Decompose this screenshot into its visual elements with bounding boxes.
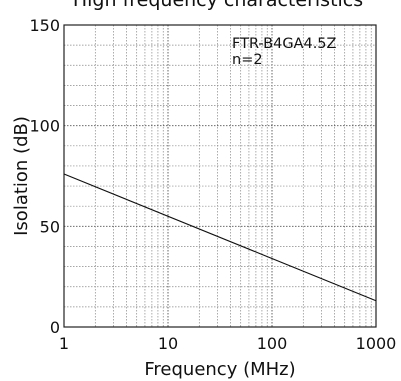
grid	[64, 25, 376, 327]
y-tick-label: 50	[40, 217, 60, 236]
model-annotation: FTR-B4GA4.5Z	[232, 36, 337, 52]
x-tick-label: 1000	[356, 334, 397, 353]
x-tick-label: 1	[59, 334, 69, 353]
series-line	[63, 173, 377, 302]
y-tick-label: 100	[29, 117, 60, 136]
plot-frame	[63, 24, 377, 328]
x-tick-label: 10	[158, 334, 178, 353]
chart-title: High frequency characteristics	[73, 0, 363, 11]
n-annotation: n=2	[232, 52, 263, 68]
y-axis-title: Isolation (dB)	[11, 116, 32, 236]
y-tick-label: 0	[50, 318, 60, 337]
tick-labels: 1 10 100 1000 0 50 100 150	[29, 16, 396, 353]
x-axis-title: Frequency (MHz)	[144, 359, 295, 380]
series-layer	[63, 173, 377, 302]
y-tick-label: 150	[29, 16, 60, 35]
x-tick-label: 100	[257, 334, 288, 353]
